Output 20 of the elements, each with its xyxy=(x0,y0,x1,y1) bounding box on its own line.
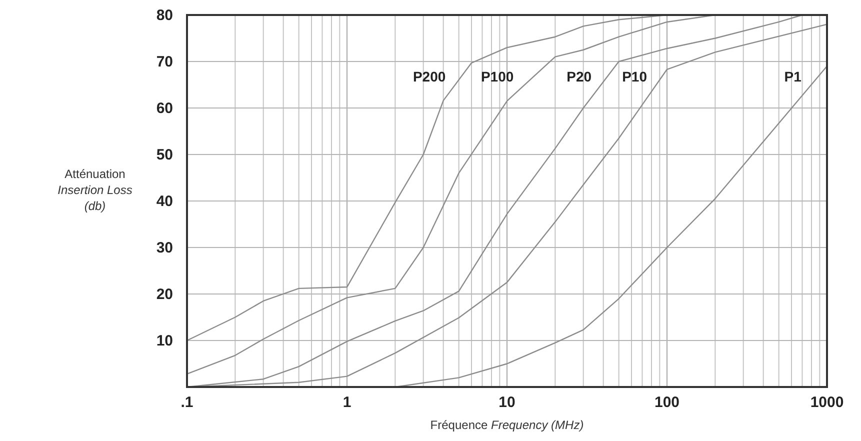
y-tick-label: 70 xyxy=(156,54,173,70)
x-tick-label: 100 xyxy=(654,394,680,411)
x-tick-label: .1 xyxy=(180,394,194,411)
x-tick-label: 1000 xyxy=(810,394,844,411)
series-label: P100 xyxy=(480,68,514,84)
y-tick-label: 10 xyxy=(156,332,173,350)
x-tick-label: 10 xyxy=(498,394,516,411)
x-axis-title: Fréquence Frequency (MHz) xyxy=(430,418,584,432)
y-tick-label: 30 xyxy=(156,240,173,256)
y-tick-label: 80 xyxy=(156,7,173,24)
series-label: P10 xyxy=(622,68,648,84)
y-tick-label: 50 xyxy=(156,146,173,164)
y-axis-title: Atténuation Insertion Loss (db) xyxy=(58,166,132,213)
series-label: P200 xyxy=(412,68,446,84)
y-tick-label: 20 xyxy=(156,286,173,303)
x-tick-label: 1 xyxy=(342,394,352,411)
y-tick-label: 60 xyxy=(156,100,173,117)
y-tick-label: 40 xyxy=(156,193,173,210)
series-label: P20 xyxy=(566,68,592,84)
series-label: P1 xyxy=(784,68,802,84)
